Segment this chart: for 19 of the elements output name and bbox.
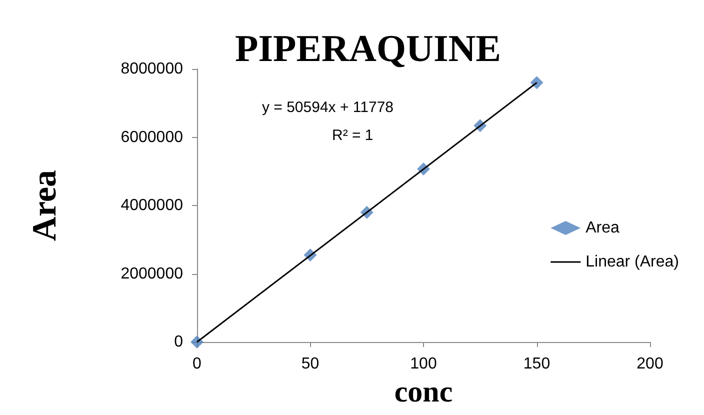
point: [190, 336, 204, 348]
y-tick-label: 0: [174, 334, 184, 350]
annotation: y = 50594x + 11778: [262, 99, 394, 116]
x-tick-label: 200: [636, 356, 664, 372]
y-tick-label: 8000000: [120, 60, 184, 78]
x-tick-label: 150: [523, 356, 550, 372]
x-tick-label: 50: [301, 356, 320, 372]
chart-title: PIPERAQUINE: [235, 28, 502, 70]
point: [530, 76, 544, 90]
y-tick-label: 6000000: [120, 128, 184, 146]
y-tick-label: 2000000: [120, 265, 184, 282]
legend-label: Area: [586, 220, 620, 236]
annotation: R² = 1: [332, 127, 374, 144]
x-tick-label: 100: [410, 356, 437, 372]
legend-label: Linear (Area): [586, 254, 679, 270]
x-tick-label: 0: [192, 356, 202, 372]
y-axis-title: Area: [26, 170, 64, 242]
x-axis-title: conc: [394, 375, 453, 408]
y-tick-label: 4000000: [120, 197, 184, 214]
